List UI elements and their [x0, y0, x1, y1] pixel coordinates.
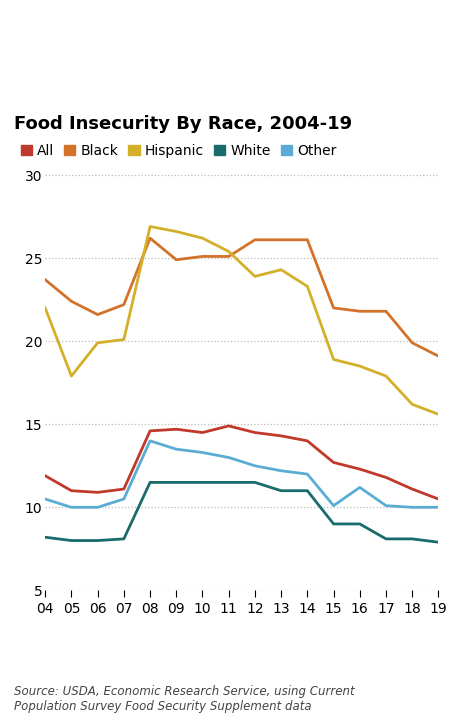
Legend: All, Black, Hispanic, White, Other: All, Black, Hispanic, White, Other	[20, 144, 336, 158]
Text: Food Insecurity By Race, 2004-19: Food Insecurity By Race, 2004-19	[14, 115, 351, 133]
Text: Source: USDA, Economic Research Service, using Current
Population Survey Food Se: Source: USDA, Economic Research Service,…	[14, 685, 354, 713]
